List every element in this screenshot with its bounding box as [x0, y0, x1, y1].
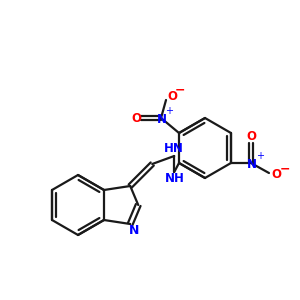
Text: HN: HN [164, 142, 184, 155]
Text: N: N [129, 224, 140, 236]
Text: O: O [167, 89, 177, 103]
Text: −: − [280, 163, 290, 176]
Text: −: − [175, 83, 185, 97]
Text: O: O [131, 112, 141, 124]
Text: +: + [256, 151, 264, 161]
Text: O: O [271, 169, 281, 182]
Text: N: N [247, 158, 257, 170]
Text: N: N [157, 112, 167, 125]
Text: NH: NH [165, 172, 185, 185]
Text: O: O [246, 130, 256, 142]
Text: +: + [165, 106, 173, 116]
